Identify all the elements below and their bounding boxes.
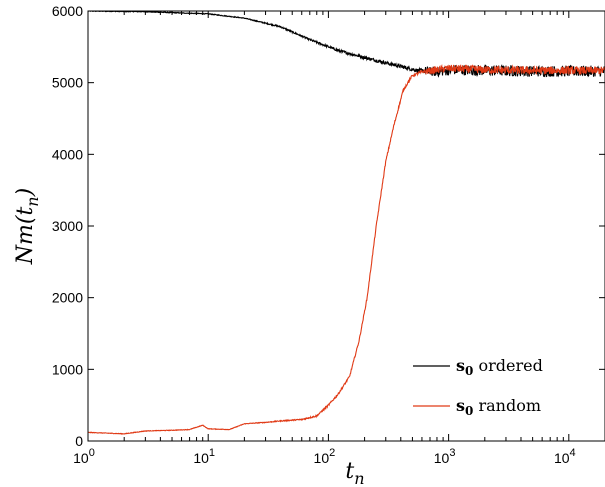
x-tick-label: 104 — [554, 447, 576, 466]
series-layer — [88, 11, 605, 435]
y-tick-label: 2000 — [52, 290, 83, 306]
y-tick-label: 0 — [75, 433, 83, 449]
x-tick-label: 101 — [193, 447, 215, 466]
y-tick-label: 4000 — [52, 146, 83, 162]
y-tick-label: 5000 — [52, 75, 83, 91]
y-tick-label: 3000 — [52, 218, 83, 234]
ticks-layer — [87, 10, 605, 442]
legend: s0 ordered s0 random — [413, 356, 543, 418]
x-tick-label: 103 — [434, 447, 456, 466]
y-axis-label: Nm(tn) — [13, 188, 42, 265]
series-line-1 — [88, 11, 605, 78]
y-tick-label: 1000 — [52, 361, 83, 377]
y-tick-label: 6000 — [52, 3, 83, 19]
legend-label: s0 random — [456, 396, 541, 418]
x-tick-label: 100 — [73, 447, 95, 466]
series-line-2 — [88, 63, 605, 435]
legend-label: s0 ordered — [456, 356, 543, 378]
x-tick-label: 102 — [314, 447, 336, 466]
x-axis-label: tn — [345, 459, 364, 487]
